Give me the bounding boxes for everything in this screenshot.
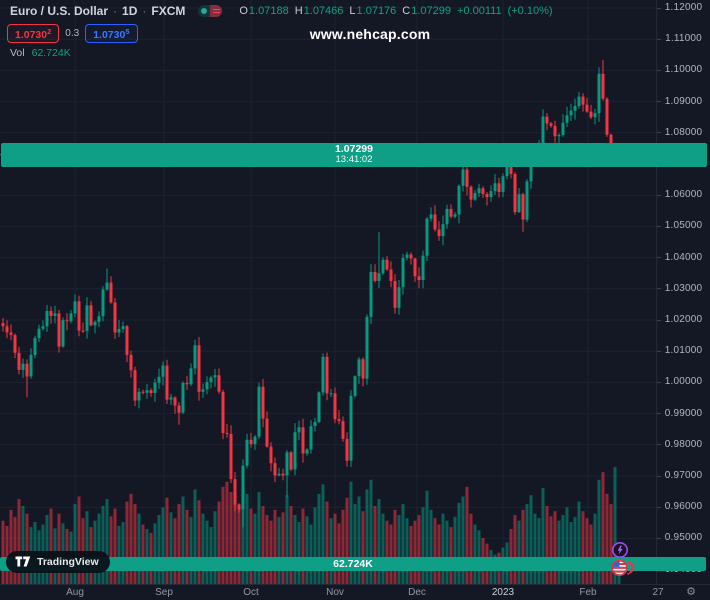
volume-value: 62.724K: [31, 47, 71, 59]
time-tick-label: 2023: [491, 587, 515, 598]
tradingview-logo-link[interactable]: TradingView: [6, 551, 110, 573]
close-value: 1.07299: [411, 5, 452, 17]
quick-menu-icon: [210, 5, 223, 17]
time-tick-label: Sep: [155, 587, 173, 598]
volume-axis-label: 62.724K: [0, 557, 706, 571]
floating-widgets: [610, 541, 640, 578]
time-axis[interactable]: Aug Sep Oct Nov Dec 2023 Feb 27: [0, 584, 710, 600]
price-tick-label: 1.08000: [664, 126, 703, 138]
price-tick-mark: [657, 225, 661, 227]
price-tick-mark: [657, 506, 661, 508]
price-tick-label: 1.03000: [664, 282, 703, 294]
change-value: +0.00111: [457, 5, 502, 17]
high-value: 1.07466: [303, 5, 344, 17]
tradingview-glyph-icon: [15, 556, 31, 567]
open-label: O: [239, 5, 248, 17]
high-label: H: [294, 5, 303, 17]
price-tick-mark: [657, 413, 661, 415]
time-tick-label: Aug: [66, 587, 84, 598]
lightning-bolt-icon[interactable]: [610, 541, 630, 559]
price-tick-label: 1.12000: [664, 2, 703, 13]
tradingview-brand-text: TradingView: [37, 556, 99, 568]
interval-label[interactable]: 1D: [122, 4, 138, 18]
price-tick-mark: [657, 475, 661, 477]
price-tick-label: 0.95000: [664, 532, 703, 544]
time-tick-label: Oct: [243, 587, 259, 598]
price-tick-mark: [657, 38, 661, 40]
price-tick-label: 1.06000: [664, 189, 703, 201]
price-tick-mark: [657, 288, 661, 290]
price-tick-mark: [657, 319, 661, 321]
price-tick-label: 1.05000: [664, 220, 703, 232]
price-tick-label: 0.96000: [664, 501, 703, 513]
price-tick-mark: [657, 381, 661, 383]
price-tick-label: 1.11000: [665, 33, 702, 45]
price-tick-mark: [657, 350, 661, 352]
price-tick-label: 1.02000: [664, 314, 703, 325]
bid-price: 1.0730: [15, 29, 48, 41]
market-status-dot-icon: [198, 5, 211, 17]
spread-value: 0.3: [65, 28, 80, 39]
time-tick-label: 27: [652, 587, 664, 598]
change-percent: (+0.10%): [507, 5, 553, 17]
us-flag-stream-icon[interactable]: [610, 558, 636, 578]
time-tick-label: Dec: [408, 587, 426, 598]
sell-bid-button[interactable]: 1.07302: [7, 24, 60, 43]
close-label: C: [402, 5, 411, 17]
price-tick-label: 0.99000: [664, 407, 703, 419]
low-label: L: [349, 5, 356, 17]
price-tick-label: 1.09000: [664, 95, 703, 107]
price-tick-label: 0.98000: [664, 438, 703, 450]
buy-ask-button[interactable]: 1.07305: [85, 24, 138, 43]
ohlc-values: O 1.07188 H 1.07466 L 1.07176 C 1.07299 +0.0…: [239, 5, 552, 17]
axis-settings-gear-icon[interactable]: ⚙: [686, 586, 696, 598]
price-tick-mark: [657, 257, 661, 259]
bid-pip-sup: 2: [47, 27, 52, 36]
price-tick-label: 1.10000: [664, 64, 703, 76]
price-tick-mark: [657, 537, 661, 539]
exchange-label[interactable]: FXCM: [151, 4, 186, 18]
last-price-axis-label: 1.07299 13:41:02: [1, 143, 707, 168]
price-tick-mark: [657, 7, 661, 9]
time-tick-label: Nov: [326, 587, 344, 598]
watermark-text: www.nehcap.com: [309, 26, 431, 42]
bar-countdown: 13:41:02: [335, 154, 373, 166]
price-tick-label: 1.00000: [664, 376, 703, 388]
price-tick-label: 0.97000: [664, 470, 703, 481]
price-tick-mark: [657, 132, 661, 134]
ask-pip-sup: 5: [125, 27, 130, 36]
volume-label: Vol: [10, 47, 25, 59]
last-price: 1.07299: [335, 143, 373, 156]
title-separator: ·: [142, 4, 147, 18]
low-value: 1.07176: [356, 5, 397, 17]
open-value: 1.07188: [248, 5, 289, 17]
title-separator: ·: [113, 4, 118, 18]
price-axis[interactable]: 1.120001.110001.100001.090001.080001.070…: [656, 0, 710, 585]
symbol-quick-toggle[interactable]: [198, 5, 223, 17]
price-tick-label: 1.01000: [664, 345, 703, 357]
ask-price: 1.0730: [93, 29, 126, 41]
time-tick-label: Feb: [579, 587, 597, 598]
price-tick-mark: [657, 194, 661, 196]
price-tick-mark: [657, 101, 661, 103]
price-tick-mark: [657, 444, 661, 446]
price-tick-label: 1.04000: [664, 251, 703, 263]
price-tick-mark: [657, 69, 661, 71]
symbol-title[interactable]: Euro / U.S. Dollar: [10, 4, 109, 18]
chart-legend: Euro / U.S. Dollar · 1D · FXCM O 1.07188 …: [7, 3, 553, 59]
